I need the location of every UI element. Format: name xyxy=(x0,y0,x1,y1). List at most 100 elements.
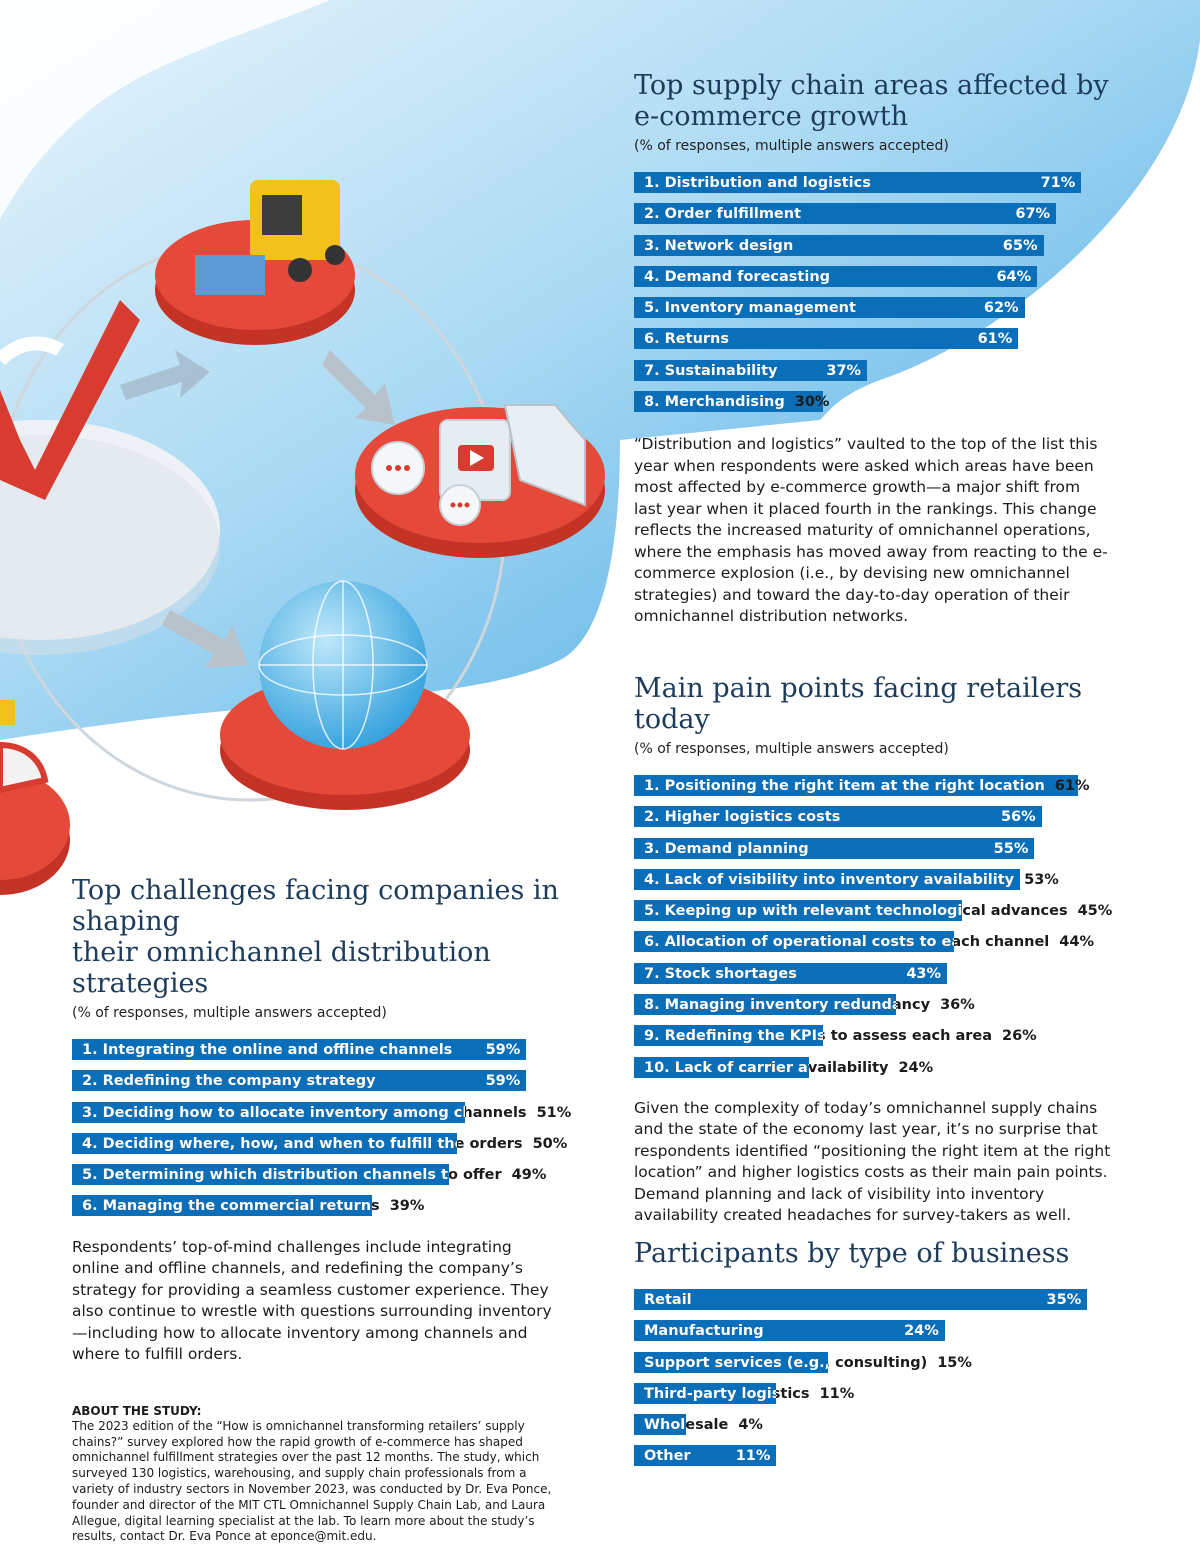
bar xyxy=(72,1164,450,1186)
bar-value-label: 67% xyxy=(1015,206,1051,223)
bar-value-label: 26% xyxy=(1002,1028,1037,1045)
bar xyxy=(634,328,1019,350)
supply-chain-title-line1: Top supply chain areas affected by xyxy=(634,70,1109,101)
bar-label: 3. Network design 3. Network design xyxy=(644,237,794,254)
bar-label: Retail Retail xyxy=(644,1292,692,1308)
challenges-title: Top challenges facing companies in shapi… xyxy=(72,875,612,999)
chart-row: 10. Lack of carrier availability 10. Lack… xyxy=(634,1055,1154,1086)
bar-label: 8. Merchandising 8. Merchandising xyxy=(644,394,785,411)
route-arrow xyxy=(322,350,395,425)
bar-value-label: 59% xyxy=(485,1073,521,1090)
bar xyxy=(634,868,1020,890)
supply-chain-areas-section: Top supply chain areas affected by e-com… xyxy=(634,70,1154,628)
chart-row: 8. Managing inventory redundancy 8. Manag… xyxy=(634,992,1154,1023)
chart-row: Support services (e.g., consulting) Suppo… xyxy=(634,1350,1154,1381)
bar-label: 5. Inventory management 5. Inventory mana… xyxy=(644,300,856,317)
chart-row: 5. Determining which distribution channe… xyxy=(72,1162,612,1193)
chart-row: 3. Demand planning 3. Demand planning 55% xyxy=(634,836,1154,867)
bar xyxy=(634,265,1038,287)
bar-value-label: 65% xyxy=(1002,237,1038,254)
bar xyxy=(634,391,823,413)
chart-row: 6. Allocation of operational costs to ea… xyxy=(634,929,1154,960)
chart-row: 9. Redefining the KPIs to assess each ar… xyxy=(634,1023,1154,1054)
chart-row: 6. Returns 6. Returns 61% xyxy=(634,326,1154,357)
pain-points-section: Main pain points facing retailers today … xyxy=(634,673,1154,1227)
pain-points-title: Main pain points facing retailers today xyxy=(634,673,1083,735)
chart-row: 3. Deciding how to allocate inventory am… xyxy=(72,1100,612,1131)
chart-row: 3. Network design 3. Network design 65% xyxy=(634,233,1154,264)
chart-row: 1. Distribution and logistics 1. Distribu… xyxy=(634,170,1154,201)
envelope-icon xyxy=(503,404,586,507)
chart-row: 8. Merchandising 8. Merchandising 30% xyxy=(634,389,1154,420)
bar xyxy=(634,806,1042,828)
bar xyxy=(72,1070,527,1092)
pain-points-bar-chart: 1. Positioning the right item at the rig… xyxy=(634,773,1154,1086)
bar-label: 3. Deciding how to allocate inventory am… xyxy=(82,1104,527,1121)
chart-row: 1. Positioning the right item at the rig… xyxy=(634,773,1154,804)
supply-chain-bar-chart: 1. Distribution and logistics 1. Distribu… xyxy=(634,170,1154,420)
bar xyxy=(634,994,897,1016)
route-arrow xyxy=(120,350,210,400)
bar-value-label: 44% xyxy=(1059,934,1094,951)
supply-chain-subtitle: (% of responses, multiple answers accept… xyxy=(634,138,949,154)
bar-label: 4. Deciding where, how, and when to fulf… xyxy=(82,1135,523,1152)
checkmark-icon xyxy=(0,300,140,500)
bar-label: 1. Positioning the right item at the rig… xyxy=(644,778,1045,794)
bar-label: 7. Stock shortages 7. Stock shortages xyxy=(644,965,797,982)
bar-label: Support services (e.g., consulting) Suppo… xyxy=(644,1354,928,1371)
bar xyxy=(634,1289,1088,1310)
bar-value-label: 59% xyxy=(485,1042,521,1058)
bar-value-label: 24% xyxy=(904,1323,939,1340)
chart-row: 1. Integrating the online and offline ch… xyxy=(72,1037,612,1068)
chart-row: 5. Keeping up with relevant technologica… xyxy=(634,898,1154,929)
bar-label: Other Other xyxy=(644,1448,691,1465)
supply-chain-body: “Distribution and logistics” vaulted to … xyxy=(634,435,1108,626)
bar-label: 4. Demand forecasting 4. Demand forecasti… xyxy=(644,268,831,285)
bar xyxy=(634,1445,777,1467)
bar-value-label: 49% xyxy=(511,1167,547,1184)
bar xyxy=(634,1056,809,1078)
chart-row: 5. Inventory management 5. Inventory mana… xyxy=(634,295,1154,326)
bar-value-label: 61% xyxy=(1054,778,1090,794)
bar-label: 1. Integrating the online and offline ch… xyxy=(82,1042,453,1058)
chart-row: 6. Managing the commercial returns 6. Man… xyxy=(72,1193,612,1224)
participants-section: Participants by type of business Retail R… xyxy=(634,1238,1154,1475)
bar-value-label: 39% xyxy=(389,1198,425,1215)
bar-value-label: 50% xyxy=(532,1135,568,1152)
bar-value-label: 53% xyxy=(1024,871,1059,888)
bar xyxy=(634,931,955,953)
bar-value-label: 36% xyxy=(940,997,975,1014)
bar xyxy=(72,1101,465,1123)
challenges-title-line2: their omnichannel distribution strategie… xyxy=(72,937,491,999)
bar-value-label: 4% xyxy=(738,1417,763,1434)
bar-label: 8. Managing inventory redundancy 8. Manag… xyxy=(644,997,931,1014)
bar-value-label: 11% xyxy=(735,1448,771,1465)
chart-row: Manufacturing Manufacturing 24% xyxy=(634,1318,1154,1349)
bar xyxy=(634,234,1044,256)
supply-chain-title-line2: e-commerce growth xyxy=(634,101,909,132)
bar xyxy=(634,837,1035,859)
bar xyxy=(72,1195,373,1217)
bar xyxy=(634,775,1079,796)
bar-label: 2. Higher logistics costs 2. Higher logis… xyxy=(644,809,841,826)
bar-label: 5. Keeping up with relevant technologica… xyxy=(644,903,1068,920)
challenges-bar-chart: 1. Integrating the online and offline ch… xyxy=(72,1037,612,1225)
chart-row: 7. Sustainability 7. Sustainability 37% xyxy=(634,358,1154,389)
bar-label: 2. Order fulfillment 2. Order fulfillment xyxy=(644,206,802,223)
bar xyxy=(634,1320,945,1342)
bar xyxy=(634,203,1057,225)
bar-value-label: 62% xyxy=(983,300,1019,317)
bar-label: 10. Lack of carrier availability 10. Lack… xyxy=(644,1059,889,1076)
bar-label: 2. Redefining the company strategy 2. Red… xyxy=(82,1073,376,1090)
participants-title: Participants by type of business xyxy=(634,1238,1070,1269)
bar-label: 4. Lack of visibility into inventory ava… xyxy=(644,871,1015,888)
chart-row: 4. Deciding where, how, and when to fulf… xyxy=(72,1131,612,1162)
bar-value-label: 51% xyxy=(536,1104,572,1121)
bar-value-label: 35% xyxy=(1046,1292,1082,1308)
bar-value-label: 30% xyxy=(794,394,830,411)
bar-value-label: 71% xyxy=(1040,175,1076,191)
chart-row: Other Other 11% xyxy=(634,1443,1154,1474)
about-study-body: The 2023 edition of the “How is omnichan… xyxy=(72,1418,552,1544)
bar-value-label: 24% xyxy=(898,1059,934,1076)
